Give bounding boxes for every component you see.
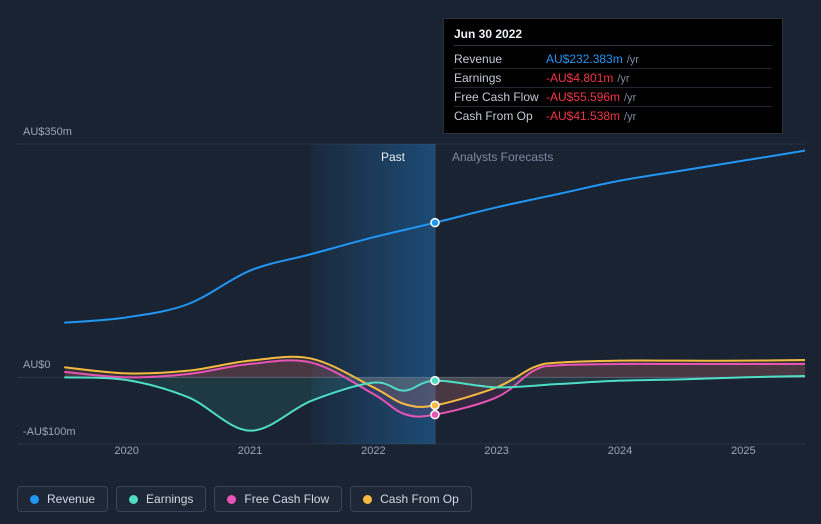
chart-tooltip: Jun 30 2022 Revenue AU$232.383m /yr Earn… [443,18,783,134]
legend-item-earnings[interactable]: Earnings [116,486,206,512]
legend-dot-icon [227,495,236,504]
tooltip-date: Jun 30 2022 [454,27,772,46]
y-tick-label: AU$350m [23,126,72,138]
tooltip-row-label: Free Cash Flow [454,90,546,104]
tooltip-row-value: -AU$4.801m [546,71,613,85]
financials-chart: AU$350m AU$0 -AU$100m Past Analysts Fore… [17,0,805,524]
legend-item-label: Free Cash Flow [244,492,329,506]
tooltip-row: Cash From Op -AU$41.538m /yr [454,107,772,125]
tooltip-row-label: Earnings [454,71,546,85]
past-label: Past [381,150,405,164]
x-tick-label: 2024 [608,445,632,457]
tooltip-row-value: -AU$41.538m [546,109,620,123]
x-tick-label: 2025 [731,445,755,457]
tooltip-row-label: Cash From Op [454,109,546,123]
chart-legend: Revenue Earnings Free Cash Flow Cash Fro… [17,486,472,512]
tooltip-row-unit: /yr [627,54,639,66]
legend-dot-icon [363,495,372,504]
tooltip-row-unit: /yr [617,73,629,85]
legend-item-fcf[interactable]: Free Cash Flow [214,486,342,512]
y-tick-label: -AU$100m [23,426,76,438]
tooltip-row: Earnings -AU$4.801m /yr [454,69,772,88]
x-tick-label: 2022 [361,445,385,457]
legend-item-label: Earnings [146,492,193,506]
legend-item-revenue[interactable]: Revenue [17,486,108,512]
legend-item-cfo[interactable]: Cash From Op [350,486,472,512]
tooltip-row-label: Revenue [454,52,546,66]
tooltip-row-unit: /yr [624,111,636,123]
legend-dot-icon [129,495,138,504]
forecast-label: Analysts Forecasts [452,150,553,164]
legend-item-label: Revenue [47,492,95,506]
tooltip-row-unit: /yr [624,92,636,104]
y-tick-label: AU$0 [23,359,51,371]
tooltip-row-value: AU$232.383m [546,52,623,66]
tooltip-row: Free Cash Flow -AU$55.596m /yr [454,88,772,107]
legend-item-label: Cash From Op [380,492,459,506]
tooltip-row: Revenue AU$232.383m /yr [454,50,772,69]
tooltip-row-value: -AU$55.596m [546,90,620,104]
x-tick-label: 2021 [238,445,262,457]
x-tick-label: 2020 [114,445,138,457]
x-tick-label: 2023 [484,445,508,457]
legend-dot-icon [30,495,39,504]
